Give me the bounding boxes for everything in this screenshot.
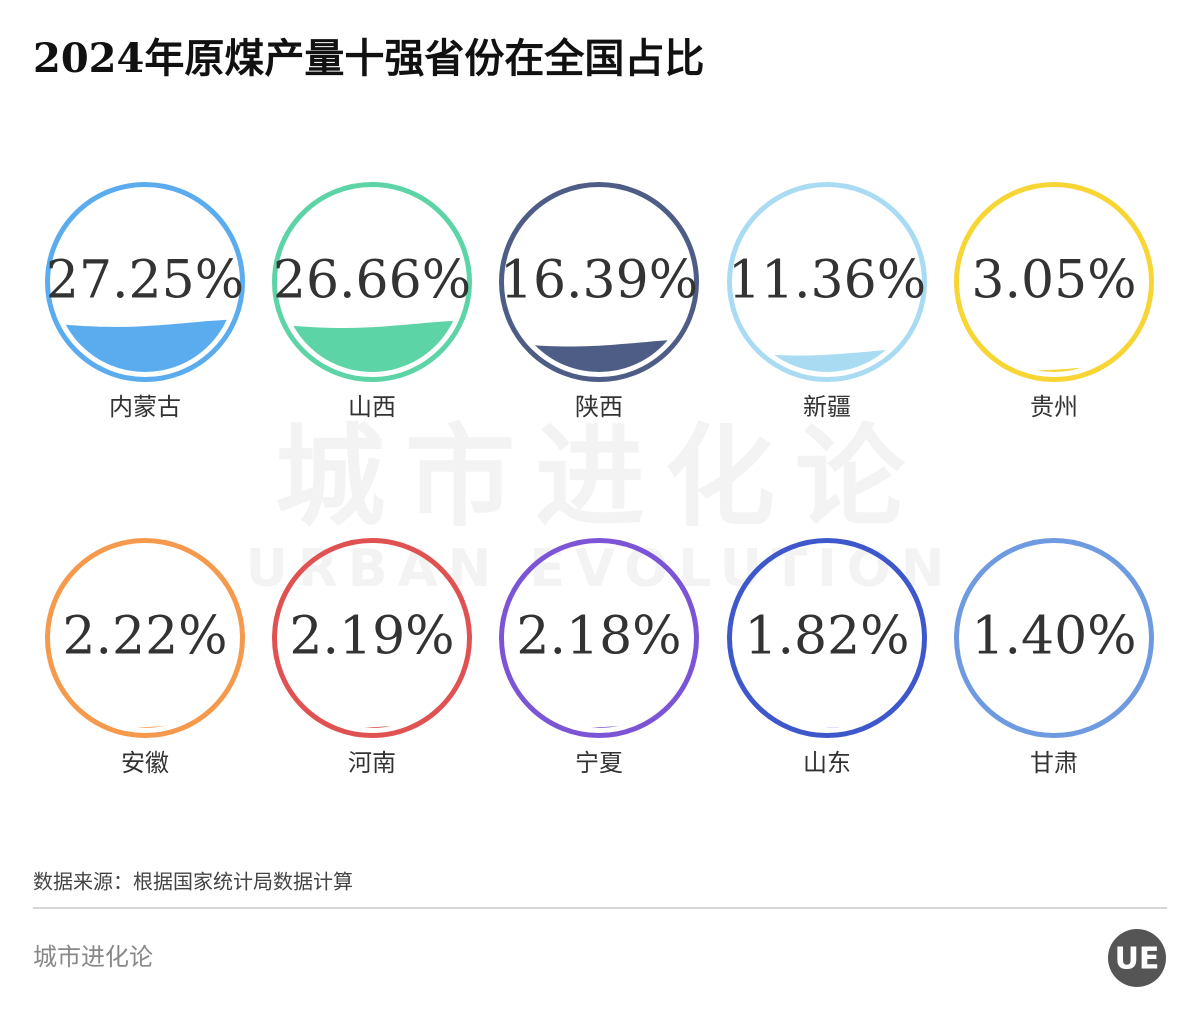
value-label: 2.18% bbox=[516, 607, 681, 667]
value-label: 1.40% bbox=[971, 607, 1136, 667]
brand-name: 城市进化论 bbox=[33, 943, 153, 971]
gauge-ring bbox=[954, 538, 1154, 738]
gauge-ring bbox=[45, 538, 245, 738]
gauge-ring bbox=[499, 182, 699, 382]
gauge-ring bbox=[272, 182, 472, 382]
category-label: 山西 bbox=[348, 393, 396, 421]
logo-text: UE bbox=[1115, 942, 1160, 977]
logo-circle bbox=[1108, 929, 1166, 987]
value-label: 11.36% bbox=[728, 251, 926, 311]
chart-title: 2024年原煤产量十强省份在全国占比 bbox=[33, 35, 704, 82]
category-label: 安徽 bbox=[121, 749, 169, 777]
gauge-ring bbox=[954, 182, 1154, 382]
watermark-en: URBAN EVOLUTION bbox=[246, 539, 955, 599]
gauge-ring bbox=[727, 182, 927, 382]
category-label: 陕西 bbox=[575, 393, 623, 421]
category-label: 山东 bbox=[803, 749, 851, 777]
gauge-ring bbox=[45, 182, 245, 382]
category-label: 内蒙古 bbox=[109, 393, 181, 421]
watermark-cn: 城市进化论 bbox=[275, 413, 925, 541]
value-label: 26.66% bbox=[273, 251, 471, 311]
category-label: 河南 bbox=[348, 749, 396, 777]
value-label: 1.82% bbox=[744, 607, 909, 667]
category-label: 贵州 bbox=[1030, 393, 1078, 421]
value-label: 2.22% bbox=[62, 607, 227, 667]
category-label: 新疆 bbox=[803, 393, 851, 421]
gauge-ring bbox=[499, 538, 699, 738]
value-label: 16.39% bbox=[500, 251, 698, 311]
value-label: 27.25% bbox=[46, 251, 244, 311]
gauge-ring bbox=[272, 538, 472, 738]
gauge-ring bbox=[727, 538, 927, 738]
category-label: 甘肃 bbox=[1030, 749, 1078, 777]
source-note: 数据来源：根据国家统计局数据计算 bbox=[33, 870, 353, 894]
value-label: 2.19% bbox=[289, 607, 454, 667]
value-label: 3.05% bbox=[971, 251, 1136, 311]
category-label: 宁夏 bbox=[575, 749, 623, 777]
